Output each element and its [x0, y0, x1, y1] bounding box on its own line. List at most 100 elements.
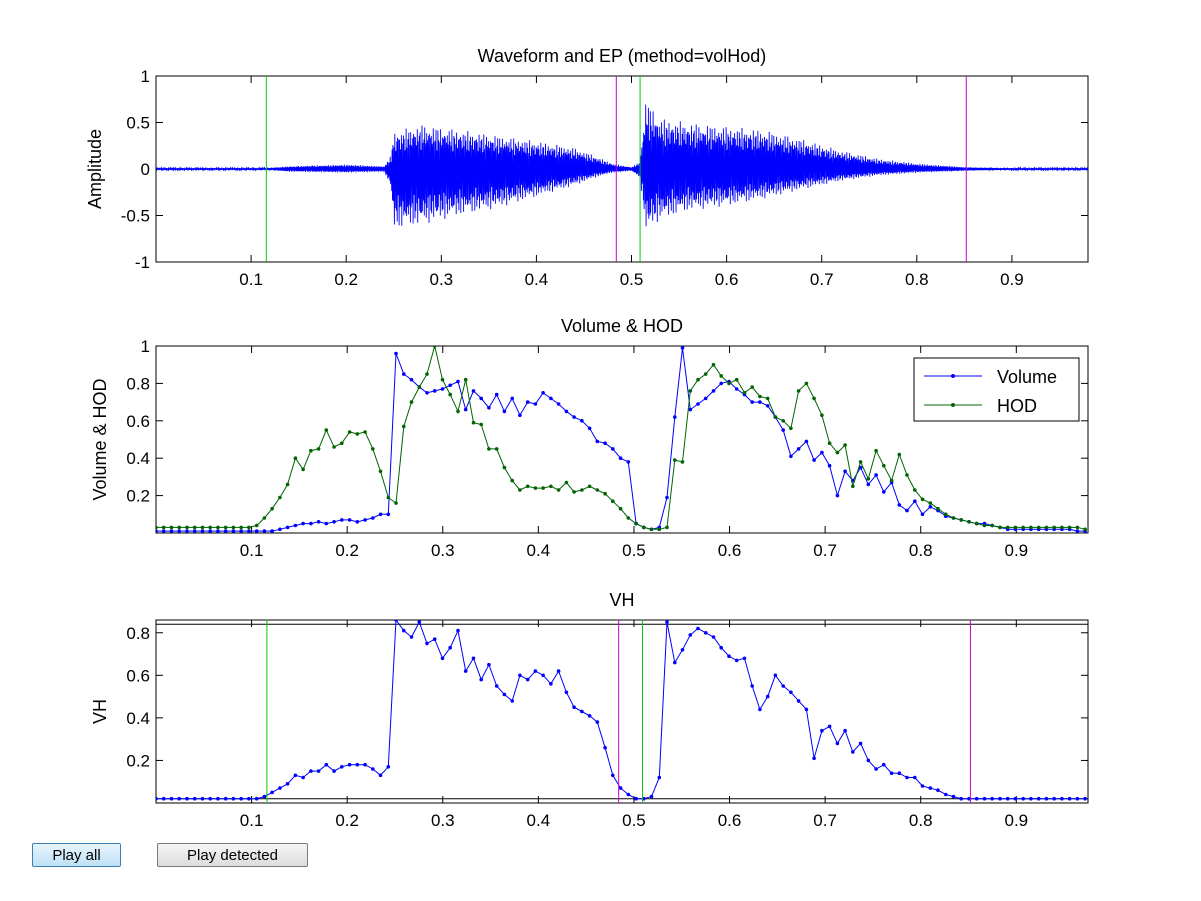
data-point	[673, 458, 677, 462]
data-point	[231, 525, 236, 530]
x-tick-label: 0.3	[431, 541, 455, 560]
data-point	[479, 677, 484, 682]
x-tick-label: 0.1	[240, 541, 264, 560]
data-point	[827, 724, 832, 729]
legend-marker	[951, 403, 955, 407]
data-point	[804, 707, 809, 712]
data-point	[347, 430, 352, 434]
data-point	[270, 790, 274, 795]
data-point	[463, 407, 468, 412]
data-point	[363, 762, 367, 767]
data-point	[448, 392, 453, 397]
data-point	[882, 762, 886, 767]
play-all-button[interactable]: Play all	[32, 843, 121, 867]
data-point	[967, 796, 971, 801]
data-point	[773, 673, 778, 678]
legend-label: HOD	[997, 396, 1037, 416]
data-point	[765, 396, 770, 401]
data-point	[959, 518, 963, 522]
data-point	[951, 794, 956, 799]
data-point	[913, 775, 917, 780]
data-point	[208, 796, 212, 801]
data-point	[533, 669, 538, 673]
data-point	[378, 773, 383, 778]
data-point	[750, 684, 754, 688]
data-point	[1029, 525, 1033, 530]
data-point	[440, 656, 445, 661]
data-point	[386, 495, 391, 500]
data-point	[440, 387, 445, 391]
data-point	[936, 506, 940, 511]
data-point	[913, 488, 917, 492]
data-point	[371, 447, 375, 451]
data-point	[285, 782, 290, 786]
waveform-line	[156, 104, 1088, 227]
y-tick-label: 0	[141, 160, 150, 179]
data-point	[827, 463, 832, 468]
data-point	[301, 467, 305, 472]
data-point	[820, 413, 824, 418]
data-point	[371, 767, 375, 771]
data-point	[316, 520, 321, 524]
legend: Volume HOD	[913, 357, 1080, 422]
data-point	[765, 404, 770, 408]
data-point	[525, 677, 530, 682]
data-point	[247, 796, 251, 801]
data-point	[587, 484, 592, 489]
data-point	[169, 796, 174, 801]
data-point	[603, 745, 607, 750]
data-point	[920, 512, 925, 517]
data-point	[285, 525, 290, 530]
data-point	[649, 794, 654, 799]
data-point	[905, 473, 909, 477]
data-point	[471, 389, 476, 393]
x-tick-label: 0.5	[620, 270, 644, 289]
play-detected-button[interactable]: Play detected	[157, 843, 308, 867]
data-point	[711, 389, 716, 393]
data-point	[572, 705, 576, 709]
data-point	[533, 486, 538, 490]
data-point	[502, 465, 507, 470]
y-tick-label: 0.4	[126, 449, 150, 468]
data-point	[510, 396, 514, 401]
data-point	[185, 529, 189, 533]
x-tick-label: 0.1	[240, 811, 264, 830]
data-point	[200, 796, 205, 801]
data-point	[161, 525, 166, 530]
x-tick-label: 0.5	[622, 811, 646, 830]
data-point	[642, 525, 646, 530]
data-point	[208, 525, 212, 530]
data-point	[804, 381, 809, 386]
y-tick-label: 1	[141, 337, 150, 356]
y-tick-label: -0.5	[121, 207, 150, 226]
data-point	[231, 796, 236, 801]
data-point	[874, 448, 878, 453]
data-point	[247, 525, 251, 530]
data-point	[866, 477, 871, 481]
data-point	[432, 389, 437, 393]
data-point	[611, 447, 615, 451]
data-point	[432, 346, 437, 348]
data-point	[169, 525, 174, 530]
data-point	[897, 452, 902, 457]
data-point	[425, 372, 429, 376]
x-tick-label: 0.8	[909, 541, 933, 560]
data-point	[185, 796, 189, 801]
data-point	[316, 769, 321, 773]
x-tick-label: 0.2	[335, 541, 359, 560]
data-point	[479, 422, 484, 427]
data-point	[920, 497, 925, 502]
x-tick-label: 0.5	[622, 541, 646, 560]
data-point	[247, 529, 251, 533]
data-point	[456, 379, 460, 384]
data-point	[587, 714, 592, 718]
data-point	[789, 690, 793, 695]
data-point	[1036, 525, 1041, 530]
data-point	[657, 775, 662, 780]
x-tick-label: 0.3	[431, 811, 455, 830]
data-point	[549, 396, 553, 401]
data-point	[355, 762, 360, 767]
data-point	[378, 512, 383, 517]
data-point	[1075, 525, 1080, 530]
data-point	[371, 516, 375, 520]
